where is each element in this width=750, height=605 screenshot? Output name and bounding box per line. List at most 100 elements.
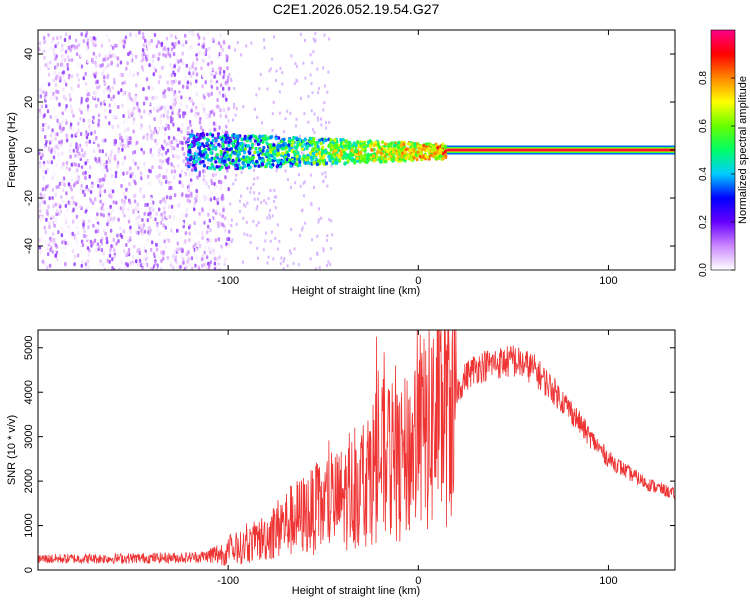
spectrogram-cell [197,241,200,246]
spectrogram-cell [125,135,129,140]
spectrogram-cell [139,189,142,194]
spectrogram-cell [109,166,112,171]
spectrogram-cell [45,91,48,96]
spectrogram-cell [105,160,108,165]
spectrogram-cell [48,196,51,201]
spectrogram-cell [401,147,404,151]
spectrogram-cell [241,260,244,264]
spectrogram-x-label: Height of straight line (km) [292,285,420,297]
spectrogram-cell [272,257,275,261]
spectrogram-cell [231,238,234,242]
spectrogram-cell [227,187,230,192]
spectrogram-cell [128,200,132,205]
spectrogram-cell [195,57,199,62]
spectrogram-cell [217,176,221,180]
spectrogram-cell [209,151,213,155]
spectrogram-cell [51,199,54,204]
spectrogram-cell [113,216,116,221]
spectrogram-cell [253,191,256,195]
spectrogram-cell [62,176,66,181]
spectrogram-cell [84,161,87,166]
spectrogram-cell [103,75,106,80]
spectrogram-cell [56,41,60,46]
spectrogram-cell [79,53,83,58]
spectrogram-cell [395,151,399,156]
spectrogram-cell [47,139,50,144]
spectrogram-cell [183,228,186,232]
spectrogram-cell [351,158,354,163]
spectrogram-cell [146,53,149,58]
spectrogram-cell [194,75,197,80]
spectrogram-cell [204,245,207,250]
spectrogram-cell [77,219,80,223]
spectrogram-cell [86,104,90,109]
spectrogram-cell [312,147,316,151]
spectrogram-cell [57,230,60,235]
spectrogram-cell [230,135,233,139]
spectrogram-cell [369,144,372,149]
spectrogram-cell [53,237,56,242]
spectrogram-cell [161,65,164,70]
spectrogram-cell [84,170,87,175]
spectrogram-cell [328,158,332,162]
spectrogram-cell [66,241,70,246]
spectrogram-cell [322,108,325,112]
spectrogram-cell [210,109,214,114]
spectrogram-cell [317,118,320,122]
spectrogram-cell [313,131,316,134]
spectrogram-cell [219,83,223,88]
spectrogram-cell [123,120,126,124]
snr-y-tick-label: 1000 [23,513,35,537]
spectrogram-cell [385,153,389,157]
spectrogram-cell [210,72,213,77]
spectrogram-cell [202,133,206,137]
spectrogram-cell [73,262,76,267]
spectrogram-cell [171,134,174,139]
spectrogram-cell [304,39,306,42]
spectrogram-cell [111,189,115,194]
spectrogram-cell [157,80,161,84]
spectrogram-cell [151,153,154,158]
spectrogram-cell [96,223,99,228]
spectrogram-cell [228,161,232,165]
spectrogram-cell [249,190,252,194]
spectrogram-cell [76,240,79,245]
spectrogram-cell [242,155,246,159]
snr-frame [37,329,676,571]
spectrogram-cell [160,41,164,46]
snr-y-tick-label: 2000 [23,469,35,493]
spectrogram-cell [87,80,91,85]
spectrogram-cell [134,33,138,38]
spectrogram-cell [165,36,169,41]
spectrogram-cell [199,95,202,100]
spectrogram-cell [87,159,90,164]
spectrogram-cell [156,94,160,99]
spectrogram-cell [334,160,338,165]
spectrogram-cell [201,207,204,212]
spectrogram-cell [163,94,167,99]
spectrogram-cell [104,231,107,236]
spectrogram-cell [302,154,306,158]
spectrogram-cell [270,165,273,169]
spectrogram-cell [120,48,123,53]
spectrogram-cell [224,80,227,85]
spectrogram-cell [52,36,55,41]
spectrogram-cell [243,147,247,151]
spectrogram-cell [316,116,319,120]
spectrogram-cell [424,154,428,158]
spectrogram-cell [176,264,180,269]
spectrogram-cell [211,133,215,137]
spectrogram-cell [289,186,292,189]
spectrogram-cell [39,155,43,160]
spectrogram-cell [38,265,42,270]
spectrogram-cell [50,138,54,143]
spectrogram-cell [213,167,217,171]
spectrogram-cell [192,160,196,165]
spectrogram-cell [134,161,137,166]
spectrogram-cell [292,150,296,154]
spectrogram-cell [70,235,74,240]
spectrogram-cell [191,125,194,130]
spectrogram-cell [101,183,104,188]
spectrogram-cell [182,257,185,262]
